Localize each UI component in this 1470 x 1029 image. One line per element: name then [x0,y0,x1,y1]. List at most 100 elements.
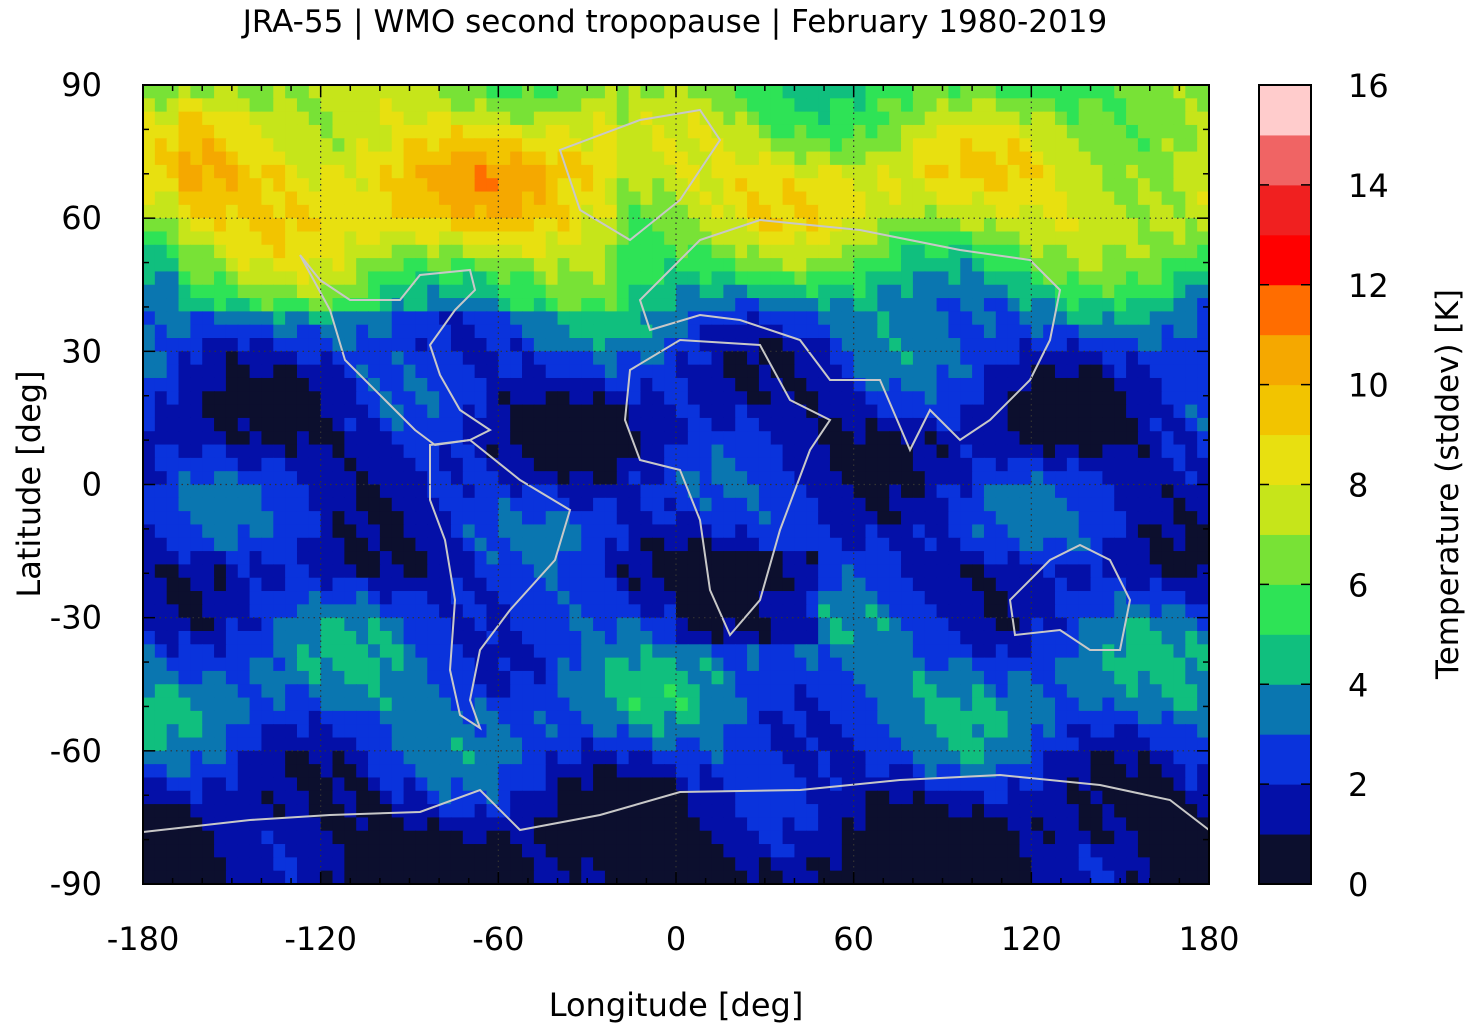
heatmap-cell [747,657,760,672]
heatmap-cell [569,497,582,512]
heatmap-cell [711,484,724,499]
heatmap-cell [687,178,701,193]
heatmap-cell [462,750,476,765]
heatmap-cell [818,604,831,619]
heatmap-cell [924,98,938,113]
heatmap-cell [569,764,582,779]
heatmap-cell [143,231,156,246]
heatmap-cell [1102,98,1115,113]
heatmap-cell [758,391,772,406]
heatmap-cell [758,404,772,419]
heatmap-cell [818,98,831,113]
heatmap-cell [889,497,902,512]
heatmap-cell [640,271,653,286]
heatmap-cell [202,710,215,725]
heatmap-cell [960,804,973,819]
heatmap-cell [829,457,843,472]
heatmap-cell [545,338,559,352]
heatmap-cell [782,271,796,286]
heatmap-cell [344,417,357,432]
heatmap-cell [1173,750,1186,765]
heatmap-cell [143,484,156,499]
heatmap-cell [1137,657,1151,672]
heatmap-cell [166,444,180,459]
heatmap-cell [249,164,263,179]
heatmap-cell [1019,417,1032,432]
heatmap-cell [723,351,736,366]
heatmap-cell [581,577,594,592]
heatmap-cell [202,218,215,233]
heatmap-cell [829,537,843,552]
heatmap-cell [557,764,570,779]
heatmap-cell [154,111,168,126]
heatmap-cell [379,484,393,499]
heatmap-cell [1102,404,1115,419]
heatmap-cell [439,271,452,286]
heatmap-cell [296,591,310,605]
heatmap-cell [225,564,239,579]
heatmap-cell [450,777,464,792]
heatmap-cell [249,377,263,392]
heatmap-cell [1197,497,1209,512]
heatmap-cell [439,204,452,219]
heatmap-cell [474,138,488,153]
heatmap-cell [486,284,499,299]
heatmap-cell [628,497,642,512]
heatmap-cell [439,351,452,366]
heatmap-cell [308,471,322,486]
heatmap-cell [865,444,878,459]
heatmap-cell [415,138,428,153]
heatmap-cell [1149,191,1163,206]
heatmap-cell [711,98,724,113]
heatmap-cell [782,710,796,725]
heatmap-cell [545,591,559,605]
heatmap-cell [652,431,665,446]
heatmap-cell [1007,484,1021,499]
heatmap-cell [249,577,263,592]
heatmap-cell [1126,564,1139,579]
heatmap-cell [403,577,417,592]
heatmap-cell [770,591,784,605]
heatmap-cell [782,790,796,805]
heatmap-cell [794,164,807,179]
heatmap-cell [427,204,440,219]
heatmap-cell [249,777,263,792]
heatmap-cell [557,684,570,699]
heatmap-cell [912,178,926,193]
heatmap-cell [794,710,807,725]
heatmap-cell [1126,191,1139,206]
heatmap-cell [1161,364,1175,379]
heatmap-cell [1019,551,1032,565]
heatmap-cell [912,710,926,725]
heatmap-cell [806,684,819,699]
heatmap-cell [616,311,630,326]
heatmap-cell [901,777,914,792]
heatmap-cell [1137,151,1151,166]
heatmap-cell [948,98,961,113]
heatmap-cell [569,644,582,659]
heatmap-cell [1173,777,1186,792]
heatmap-cell [320,111,334,126]
heatmap-cell [1019,151,1032,166]
heatmap-cell [1007,364,1021,379]
heatmap-cell [652,111,665,126]
heatmap-cell [486,604,499,619]
heatmap-cell [391,191,405,206]
heatmap-cell [995,204,1009,219]
heatmap-cell [498,724,511,739]
heatmap-cell [711,417,724,432]
heatmap-cell [877,564,890,579]
heatmap-cell [995,750,1009,765]
heatmap-cell [510,777,523,792]
heatmap-cell [889,710,902,725]
heatmap-cell [143,777,156,792]
heatmap-cell [214,324,227,339]
heatmap-cell [581,191,594,206]
heatmap-cell [960,564,973,579]
heatmap-cell [533,764,547,779]
heatmap-cell [498,351,511,366]
heatmap-cell [676,111,689,126]
heatmap-cell [889,511,902,526]
heatmap-cell [522,271,535,286]
heatmap-cell [332,457,345,472]
